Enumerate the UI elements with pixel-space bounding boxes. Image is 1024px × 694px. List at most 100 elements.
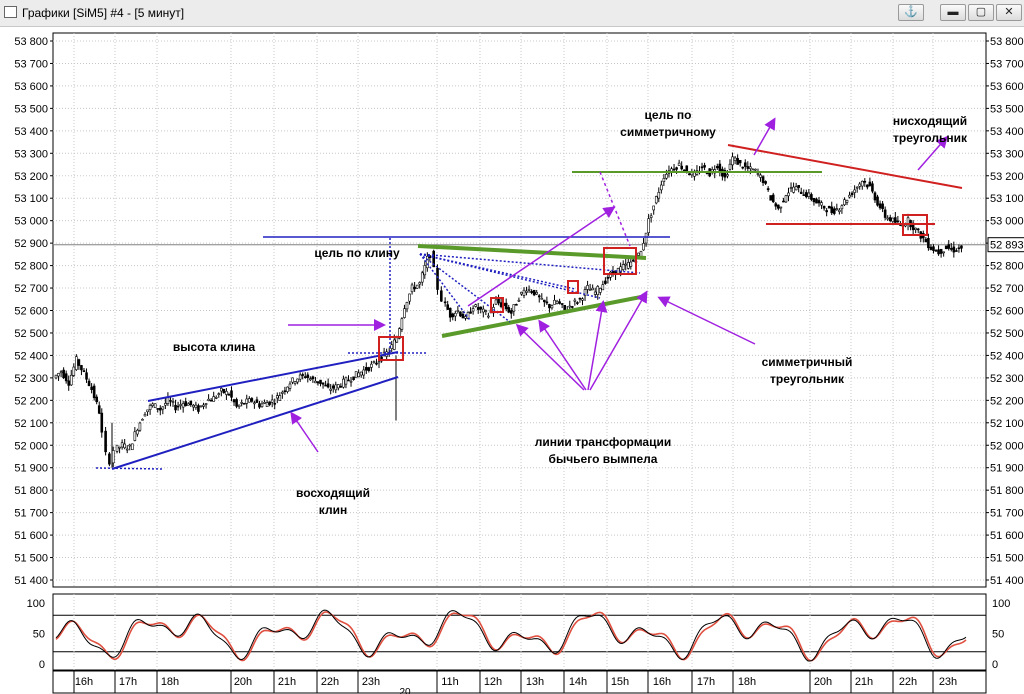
candle-body (342, 378, 345, 388)
candle-body (782, 200, 785, 203)
candle-body (525, 290, 528, 293)
y-tick-label-left: 52 300 (14, 373, 48, 385)
candle-body (222, 389, 226, 393)
candle-body (418, 282, 422, 285)
y-tick-label-left: 53 000 (14, 216, 48, 228)
candle-body (576, 302, 579, 304)
candle-body (408, 293, 411, 302)
candle-body (331, 385, 335, 389)
candle-body (164, 403, 167, 406)
oscillator-panel[interactable] (52, 593, 987, 671)
candle-body (247, 398, 251, 403)
candle-body (146, 409, 149, 413)
candle-body (672, 168, 676, 171)
close-button[interactable]: ✕ (996, 4, 1022, 21)
last-price-box (987, 237, 1024, 253)
candle-body (459, 311, 462, 317)
y-tick-label-left: 52 700 (14, 283, 48, 295)
candle-body (242, 403, 246, 405)
main-chart-panel[interactable] (52, 32, 987, 588)
candle-body (629, 261, 633, 267)
breakout-box (567, 280, 579, 294)
candle-body (432, 250, 435, 268)
candle-body (878, 203, 882, 209)
candle-body (136, 430, 139, 435)
annotation-arrow (917, 135, 948, 171)
candle-body (255, 399, 259, 403)
candle-body (855, 186, 859, 189)
candle-body (853, 189, 856, 193)
candle-body (59, 371, 63, 374)
candle-body (111, 450, 115, 464)
y-tick-label-right: 51 400 (990, 575, 1024, 587)
breakout-box (490, 297, 504, 313)
candle-body (726, 174, 729, 177)
candle-body (265, 402, 269, 407)
minimize-button[interactable]: ▬ (940, 4, 966, 21)
chart-area[interactable]: 51 400 51 400 51 500 51 500 51 600 51 600 51 7… (0, 26, 1024, 694)
candle-body (947, 244, 951, 249)
anchor-icon[interactable]: ⚓ (898, 4, 924, 21)
candle-body (410, 284, 414, 293)
candle-body (810, 194, 813, 200)
candle-body (578, 297, 582, 300)
candle-body (115, 444, 119, 452)
candle-body (258, 403, 261, 408)
candle-body (260, 403, 264, 407)
candle-body (454, 312, 457, 317)
candle-body (181, 403, 185, 408)
candle-body (464, 316, 467, 319)
candle-body (120, 442, 124, 448)
window-title: Графики [SiM5] #4 - [5 минут] (22, 6, 185, 20)
candle-body (677, 162, 681, 166)
candle-body (601, 284, 605, 291)
candle-body (497, 298, 500, 304)
osc-tick-label-left: 0 (39, 659, 45, 671)
annotation-arrow (467, 206, 616, 307)
wedge-base-dotted-line (95, 467, 164, 470)
y-tick-label-right: 51 900 (990, 463, 1024, 475)
candle-body (349, 380, 353, 383)
annotation-arrow (753, 117, 776, 156)
candle-body (476, 307, 480, 310)
candle-body (522, 289, 526, 296)
y-tick-label-left: 52 000 (14, 440, 48, 452)
window-titlebar: Графики [SiM5] #4 - [5 минут] ⚓ ▬ ▢ ✕ (0, 0, 1024, 27)
candle-body (512, 304, 516, 312)
candle-body (420, 272, 424, 283)
annotation-arrow (587, 300, 608, 391)
candle-body (153, 403, 157, 408)
candle-body (894, 217, 897, 223)
candle-body (303, 376, 307, 378)
candle-body (176, 405, 180, 408)
y-tick-label-right: 51 600 (990, 530, 1024, 542)
rising-wedge-lower-line (111, 376, 399, 470)
maximize-button[interactable]: ▢ (968, 4, 994, 21)
candle-body (693, 172, 696, 177)
candle-body (143, 414, 147, 417)
y-tick-label-right: 53 100 (990, 193, 1024, 205)
breakout-box (902, 214, 928, 236)
candle-body (588, 289, 592, 291)
candle-body (761, 176, 765, 184)
annotation-arrow (589, 290, 648, 391)
candle-body (375, 362, 378, 365)
candle-body (104, 430, 107, 453)
descending-triangle-label-line2: треугольник (893, 131, 968, 145)
y-tick-label-right: 52 800 (990, 261, 1024, 273)
candle-body (530, 291, 533, 294)
candle-body (586, 285, 589, 290)
candle-body (507, 307, 511, 313)
chart-window-icon (4, 6, 17, 18)
candle-body (232, 399, 236, 403)
candle-body (288, 383, 292, 389)
candle-body (364, 367, 368, 371)
candle-body (860, 180, 864, 187)
candle-body (405, 302, 409, 310)
candle-body (817, 200, 821, 204)
candle-body (161, 406, 165, 410)
candle-body (741, 166, 745, 169)
candle-body (395, 337, 399, 343)
x-tick-label: 14h (569, 676, 587, 688)
annotation-arrow (515, 323, 585, 391)
